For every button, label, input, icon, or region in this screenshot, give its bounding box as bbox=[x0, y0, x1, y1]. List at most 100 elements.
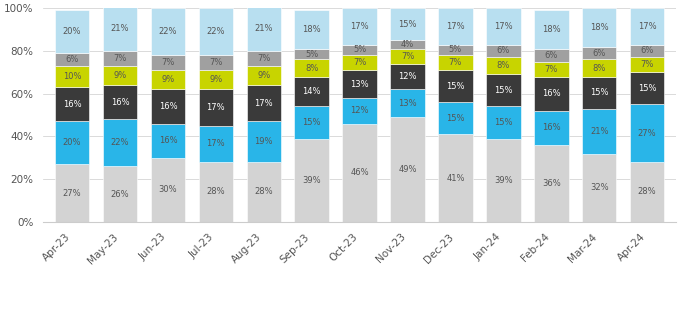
Bar bbox=[438, 55, 473, 70]
Bar bbox=[438, 102, 473, 134]
Text: 14%: 14% bbox=[303, 87, 321, 96]
Text: 10%: 10% bbox=[63, 72, 82, 81]
Bar bbox=[486, 57, 521, 74]
Bar bbox=[630, 72, 664, 104]
Bar bbox=[247, 85, 281, 121]
Bar bbox=[103, 166, 137, 222]
Text: 28%: 28% bbox=[254, 187, 273, 197]
Text: 20%: 20% bbox=[63, 27, 82, 36]
Bar bbox=[534, 77, 568, 111]
Text: 15%: 15% bbox=[494, 86, 513, 95]
Text: 18%: 18% bbox=[590, 23, 609, 32]
Bar bbox=[247, 121, 281, 162]
Bar bbox=[103, 6, 137, 51]
Bar bbox=[534, 145, 568, 222]
Bar bbox=[103, 51, 137, 66]
Text: 7%: 7% bbox=[401, 52, 414, 61]
Bar bbox=[247, 6, 281, 51]
Bar bbox=[103, 85, 137, 119]
Text: 8%: 8% bbox=[496, 61, 510, 70]
Text: 5%: 5% bbox=[305, 50, 318, 59]
Bar bbox=[582, 109, 617, 153]
Text: 36%: 36% bbox=[542, 179, 560, 188]
Bar bbox=[582, 47, 617, 60]
Text: 22%: 22% bbox=[111, 138, 129, 147]
Bar bbox=[534, 49, 568, 61]
Text: 17%: 17% bbox=[350, 22, 369, 31]
Bar bbox=[294, 49, 329, 60]
Bar bbox=[390, 89, 425, 117]
Bar bbox=[55, 121, 89, 164]
Bar bbox=[55, 53, 89, 66]
Bar bbox=[486, 74, 521, 107]
Text: 21%: 21% bbox=[254, 24, 273, 33]
Text: 16%: 16% bbox=[111, 98, 129, 107]
Bar bbox=[486, 8, 521, 44]
Bar bbox=[199, 8, 233, 55]
Text: 7%: 7% bbox=[449, 58, 462, 67]
Bar bbox=[294, 107, 329, 139]
Text: 7%: 7% bbox=[114, 54, 126, 63]
Text: 15%: 15% bbox=[446, 82, 464, 91]
Text: 49%: 49% bbox=[398, 165, 417, 174]
Text: 7%: 7% bbox=[161, 58, 175, 67]
Text: 39%: 39% bbox=[303, 176, 321, 185]
Text: 16%: 16% bbox=[542, 123, 560, 133]
Bar bbox=[247, 162, 281, 222]
Bar bbox=[630, 8, 664, 44]
Bar bbox=[630, 162, 664, 222]
Text: 8%: 8% bbox=[305, 63, 318, 73]
Bar bbox=[342, 55, 377, 70]
Bar bbox=[342, 124, 377, 222]
Bar bbox=[342, 8, 377, 44]
Text: 41%: 41% bbox=[446, 174, 464, 183]
Bar bbox=[294, 77, 329, 107]
Text: 19%: 19% bbox=[254, 137, 273, 146]
Text: 27%: 27% bbox=[638, 129, 656, 138]
Text: 6%: 6% bbox=[65, 55, 79, 64]
Bar bbox=[151, 89, 185, 124]
Bar bbox=[294, 139, 329, 222]
Bar bbox=[199, 55, 233, 70]
Text: 21%: 21% bbox=[590, 126, 609, 136]
Bar bbox=[630, 104, 664, 162]
Text: 16%: 16% bbox=[158, 102, 177, 111]
Bar bbox=[55, 10, 89, 53]
Text: 12%: 12% bbox=[350, 106, 369, 115]
Bar bbox=[342, 70, 377, 98]
Bar bbox=[390, 8, 425, 40]
Bar bbox=[582, 60, 617, 77]
Text: 9%: 9% bbox=[209, 75, 222, 84]
Text: 16%: 16% bbox=[542, 89, 560, 98]
Text: 18%: 18% bbox=[542, 25, 560, 34]
Bar bbox=[534, 10, 568, 49]
Text: 27%: 27% bbox=[63, 189, 82, 197]
Bar bbox=[151, 158, 185, 222]
Text: 7%: 7% bbox=[353, 58, 367, 67]
Bar bbox=[486, 107, 521, 139]
Text: 7%: 7% bbox=[257, 54, 271, 63]
Text: 15%: 15% bbox=[398, 20, 417, 29]
Text: 17%: 17% bbox=[207, 103, 225, 112]
Text: 30%: 30% bbox=[158, 185, 177, 194]
Text: 7%: 7% bbox=[545, 65, 558, 74]
Bar bbox=[103, 66, 137, 85]
Text: 15%: 15% bbox=[590, 88, 609, 97]
Text: 4%: 4% bbox=[401, 40, 414, 49]
Bar bbox=[438, 8, 473, 44]
Bar bbox=[390, 64, 425, 89]
Bar bbox=[247, 66, 281, 85]
Text: 17%: 17% bbox=[207, 139, 225, 148]
Text: 39%: 39% bbox=[494, 176, 513, 185]
Text: 7%: 7% bbox=[641, 60, 653, 69]
Text: 9%: 9% bbox=[161, 75, 175, 84]
Bar bbox=[342, 98, 377, 124]
Bar bbox=[151, 124, 185, 158]
Text: 28%: 28% bbox=[638, 187, 656, 197]
Bar bbox=[199, 89, 233, 126]
Text: 22%: 22% bbox=[158, 27, 177, 36]
Bar bbox=[103, 119, 137, 166]
Bar bbox=[534, 61, 568, 77]
Text: 6%: 6% bbox=[545, 51, 558, 60]
Text: 16%: 16% bbox=[63, 100, 82, 109]
